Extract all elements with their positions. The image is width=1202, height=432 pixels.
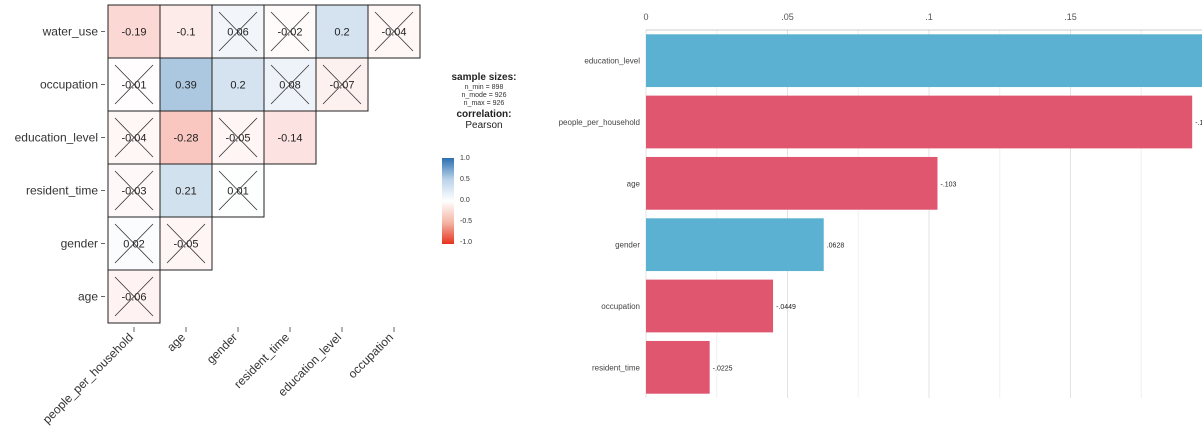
- bar: [646, 34, 1202, 88]
- cell-value: 0.01: [227, 186, 248, 198]
- cell-value: 0.2: [334, 27, 349, 39]
- cross-mark: [114, 117, 154, 158]
- plot-area: [646, 30, 1202, 398]
- row-label: gender: [61, 237, 98, 251]
- col-label: occupation: [345, 330, 396, 381]
- correlation-heatmap: water_use occupation education_levelreside…: [15, 4, 421, 426]
- legend-nmax: n_max = 926: [463, 100, 505, 107]
- bar-value-label: .0628: [827, 243, 845, 250]
- cell-value: 0.2: [230, 80, 245, 92]
- y-tick-label: people_per_household: [559, 118, 640, 127]
- y-tick-label: education_level: [584, 57, 640, 66]
- row-label: occupation: [40, 78, 98, 92]
- cell-value: 0.06: [227, 27, 248, 39]
- x-tick-label: .05: [781, 12, 794, 22]
- cell-value: 0.39: [175, 80, 196, 92]
- bar: [646, 156, 938, 210]
- y-tick-label: occupation: [601, 302, 640, 311]
- bar: [646, 218, 824, 272]
- legend-scale-label: 0.5: [460, 176, 470, 183]
- cross-mark: [114, 276, 154, 317]
- cross-mark: [270, 11, 310, 52]
- cell-value: -0.05: [173, 239, 198, 251]
- cross-mark: [374, 11, 414, 52]
- heatmap-legend: sample sizes: n_min = 898 n_mode = 926 n…: [438, 72, 530, 246]
- cross-mark: [114, 64, 154, 105]
- x-tick-label: 0: [643, 12, 648, 22]
- heatmap-cell: [315, 4, 369, 59]
- cross-mark: [114, 223, 154, 264]
- cell-value: -0.04: [121, 133, 146, 145]
- heatmap-cell: [159, 163, 213, 218]
- cell-value: -0.04: [381, 27, 406, 39]
- bar: [646, 340, 710, 394]
- cell-value: 0.21: [175, 186, 196, 198]
- col-label: age: [164, 330, 188, 354]
- cell-value: -0.06: [121, 292, 146, 304]
- heatmap-cell: [159, 110, 213, 165]
- bar-value-label: -.193: [1195, 120, 1202, 127]
- row-label: water_use: [42, 25, 99, 39]
- legend-nmin: n_min = 898: [464, 84, 504, 91]
- legend-scale-label: -0.5: [460, 218, 473, 225]
- row-label: resident_time: [26, 184, 98, 198]
- cell-value: -0.07: [329, 80, 354, 92]
- cross-mark: [218, 170, 258, 211]
- col-label: gender: [204, 330, 240, 366]
- legend-corr-title: correlation:: [456, 109, 512, 120]
- cross-mark: [218, 117, 258, 158]
- y-tick-label: resident_time: [592, 363, 641, 372]
- col-label: people_per_household: [40, 330, 136, 426]
- heatmap-cell: [159, 57, 213, 112]
- legend-scale-label: 1.0: [460, 155, 470, 162]
- cell-value: -0.03: [121, 186, 146, 198]
- cross-mark: [114, 170, 154, 211]
- cell-value: -0.14: [277, 133, 302, 145]
- row-label: age: [78, 290, 98, 304]
- bar-value-label: -.0449: [776, 304, 796, 311]
- heatmap-cell: [263, 110, 317, 165]
- cell-value: -0.19: [121, 27, 146, 39]
- legend-corr-method: Pearson: [465, 120, 503, 131]
- cross-mark: [322, 64, 362, 105]
- y-tick-label: age: [627, 179, 641, 188]
- legend-scale-label: -1.0: [460, 239, 473, 246]
- legend-nmode: n_mode = 926: [461, 92, 507, 99]
- bar-value-label: -.0225: [713, 365, 733, 372]
- cross-mark: [270, 64, 310, 105]
- x-tick-label: .15: [1064, 12, 1077, 22]
- cell-value: -0.05: [225, 133, 250, 145]
- bar: [646, 279, 774, 333]
- legend-scale-label: 0.0: [460, 197, 470, 204]
- legend-colorbar: [442, 158, 454, 244]
- cell-value: -0.1: [177, 27, 196, 39]
- cell-value: -0.28: [173, 133, 198, 145]
- cell-value: 0.02: [123, 239, 144, 251]
- bar: [646, 95, 1193, 149]
- bar-chart: 0.05.1.15education_level.197people_per_h…: [559, 12, 1202, 398]
- y-tick-label: gender: [615, 241, 640, 250]
- cell-value: -0.02: [277, 27, 302, 39]
- cell-value: -0.01: [121, 80, 146, 92]
- cross-mark: [166, 223, 206, 264]
- legend-sample-title: sample sizes:: [451, 72, 517, 83]
- row-label: education_level: [15, 131, 98, 145]
- cell-value: 0.08: [279, 80, 300, 92]
- bar-value-label: -.103: [940, 181, 956, 188]
- x-tick-label: .1: [925, 12, 933, 22]
- cross-mark: [218, 11, 258, 52]
